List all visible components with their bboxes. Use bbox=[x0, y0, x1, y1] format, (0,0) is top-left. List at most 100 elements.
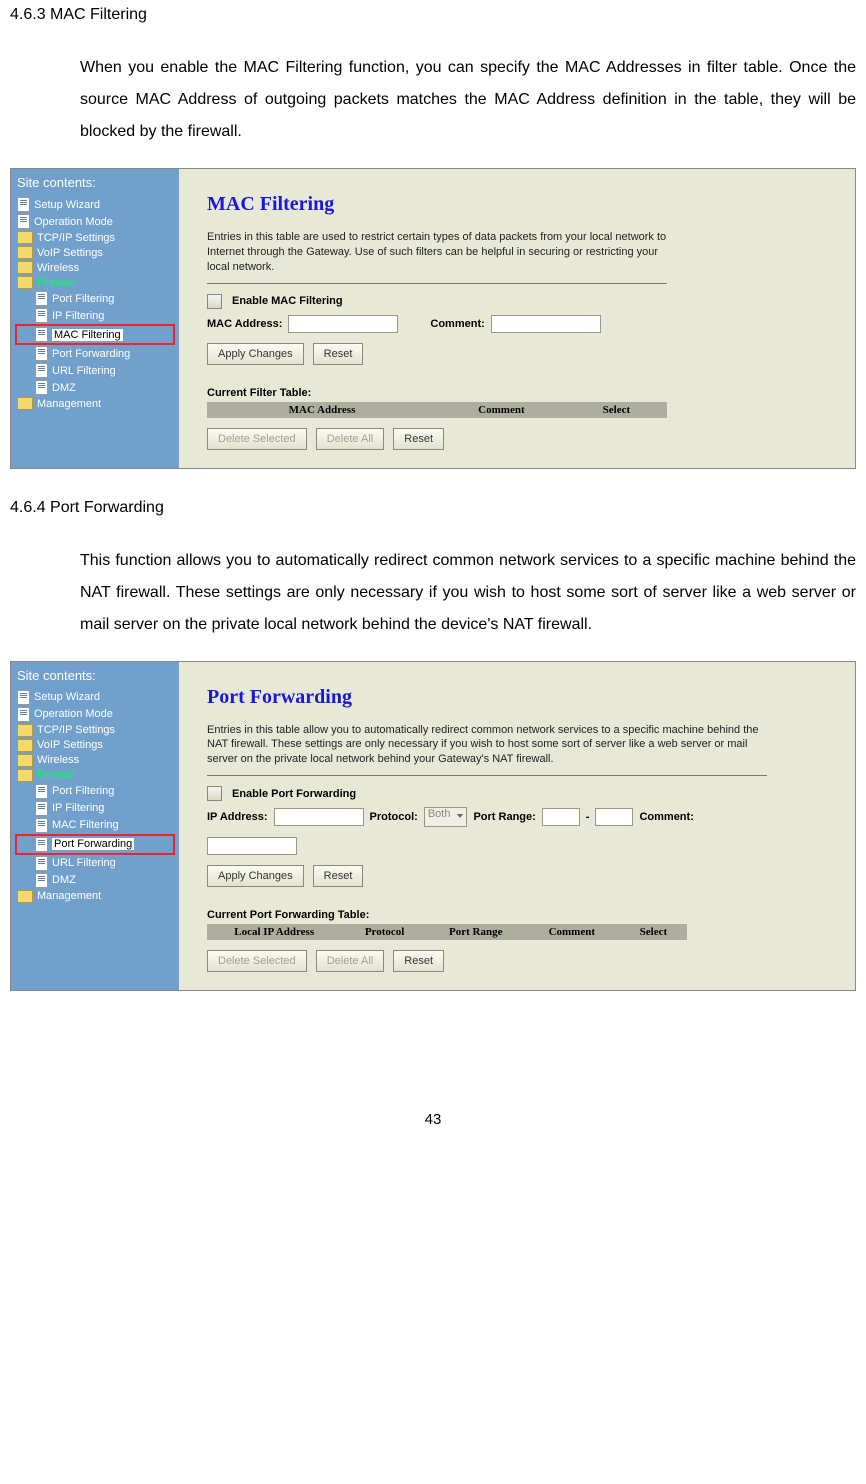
col-mac: MAC Address bbox=[207, 402, 437, 418]
folder-icon bbox=[17, 739, 33, 752]
enable-mac-checkbox[interactable] bbox=[207, 294, 222, 309]
sidebar-item-label: VoIP Settings bbox=[37, 247, 103, 259]
document-icon bbox=[35, 346, 48, 361]
sidebar-item-wireless[interactable]: Wireless bbox=[15, 260, 175, 275]
delete-all-button-pf[interactable]: Delete All bbox=[316, 950, 384, 972]
sidebar-item-port-filtering[interactable]: Port Filtering bbox=[15, 290, 175, 307]
sidebar-item-management[interactable]: Management bbox=[15, 889, 175, 904]
folder-icon bbox=[17, 724, 33, 737]
sidebar-item-tcp-ip-settings[interactable]: TCP/IP Settings bbox=[15, 723, 175, 738]
delete-all-button[interactable]: Delete All bbox=[316, 428, 384, 450]
mac-address-label: MAC Address: bbox=[207, 318, 282, 330]
sidebar-item-label: IP Filtering bbox=[52, 310, 104, 322]
document-icon bbox=[35, 308, 48, 323]
sidebar-item-label: MAC Filtering bbox=[52, 819, 119, 831]
screenshot-mac: Site contents: Setup WizardOperation Mod… bbox=[10, 168, 856, 469]
sidebar-item-mac-filtering[interactable]: MAC Filtering bbox=[15, 817, 175, 834]
document-icon bbox=[35, 380, 48, 395]
sidebar-item-wireless[interactable]: Wireless bbox=[15, 753, 175, 768]
sidebar-item-label: IP Filtering bbox=[52, 802, 104, 814]
filter-table-title: Current Filter Table: bbox=[207, 387, 837, 399]
delete-selected-button-pf[interactable]: Delete Selected bbox=[207, 950, 307, 972]
sidebar-item-setup-wizard[interactable]: Setup Wizard bbox=[15, 689, 175, 706]
document-icon bbox=[35, 291, 48, 306]
range-label: Port Range: bbox=[473, 811, 535, 823]
delete-selected-button[interactable]: Delete Selected bbox=[207, 428, 307, 450]
section-heading-pf: 4.6.4 Port Forwarding bbox=[10, 499, 856, 517]
mac-address-input[interactable] bbox=[288, 315, 398, 333]
range-from-input[interactable] bbox=[542, 808, 580, 826]
sidebar-item-label: Firewall bbox=[37, 277, 75, 289]
pf-page-desc: Entries in this table allow you to autom… bbox=[207, 723, 767, 768]
divider bbox=[207, 283, 667, 284]
col-select-pf: Select bbox=[620, 924, 687, 940]
sidebar-item-ip-filtering[interactable]: IP Filtering bbox=[15, 307, 175, 324]
sidebar-item-port-filtering[interactable]: Port Filtering bbox=[15, 783, 175, 800]
sidebar-item-url-filtering[interactable]: URL Filtering bbox=[15, 362, 175, 379]
sidebar-item-label: TCP/IP Settings bbox=[37, 724, 115, 736]
section-heading-mac: 4.6.3 MAC Filtering bbox=[10, 6, 856, 24]
sidebar-item-label: DMZ bbox=[52, 382, 76, 394]
enable-mac-label: Enable MAC Filtering bbox=[232, 295, 343, 307]
document-icon bbox=[35, 837, 48, 852]
sidebar-item-label: Management bbox=[37, 890, 101, 902]
col-ip: Local IP Address bbox=[207, 924, 341, 940]
document-icon bbox=[35, 818, 48, 833]
comment-label-pf: Comment: bbox=[639, 811, 693, 823]
sidebar-item-dmz[interactable]: DMZ bbox=[15, 379, 175, 396]
sidebar-item-setup-wizard[interactable]: Setup Wizard bbox=[15, 196, 175, 213]
proto-select[interactable]: Both bbox=[424, 807, 468, 827]
sidebar-item-url-filtering[interactable]: URL Filtering bbox=[15, 855, 175, 872]
sidebar-item-mac-filtering[interactable]: MAC Filtering bbox=[17, 326, 173, 343]
reset-button-pf[interactable]: Reset bbox=[313, 865, 364, 887]
comment-input[interactable] bbox=[491, 315, 601, 333]
pf-panel: Port Forwarding Entries in this table al… bbox=[179, 662, 855, 991]
folder-icon bbox=[17, 276, 33, 289]
mac-page-title: MAC Filtering bbox=[207, 193, 837, 216]
mac-panel: MAC Filtering Entries in this table are … bbox=[179, 169, 855, 468]
pf-table: Local IP Address Protocol Port Range Com… bbox=[207, 924, 687, 940]
document-icon bbox=[35, 784, 48, 799]
sidebar-item-label: Setup Wizard bbox=[34, 199, 100, 211]
sidebar-item-voip-settings[interactable]: VoIP Settings bbox=[15, 245, 175, 260]
sidebar-item-tcp-ip-settings[interactable]: TCP/IP Settings bbox=[15, 230, 175, 245]
sidebar-item-label: Wireless bbox=[37, 262, 79, 274]
sidebar-item-ip-filtering[interactable]: IP Filtering bbox=[15, 800, 175, 817]
sidebar-item-firewall[interactable]: Firewall bbox=[15, 768, 175, 783]
reset-table-button-pf[interactable]: Reset bbox=[393, 950, 444, 972]
sidebar-item-port-forwarding[interactable]: Port Forwarding bbox=[15, 345, 175, 362]
sidebar-item-voip-settings[interactable]: VoIP Settings bbox=[15, 738, 175, 753]
sidebar-item-label: Operation Mode bbox=[34, 216, 113, 228]
pf-page-title: Port Forwarding bbox=[207, 686, 837, 709]
sidebar-item-dmz[interactable]: DMZ bbox=[15, 872, 175, 889]
sidebar-item-port-forwarding[interactable]: Port Forwarding bbox=[17, 836, 173, 853]
sidebar-item-label: DMZ bbox=[52, 874, 76, 886]
sidebar-item-operation-mode[interactable]: Operation Mode bbox=[15, 706, 175, 723]
sidebar-item-label: Management bbox=[37, 398, 101, 410]
folder-icon bbox=[17, 890, 33, 903]
sidebar-item-label: Port Filtering bbox=[52, 785, 114, 797]
sidebar-item-firewall[interactable]: Firewall bbox=[15, 275, 175, 290]
screenshot-pf: Site contents: Setup WizardOperation Mod… bbox=[10, 661, 856, 992]
range-to-input[interactable] bbox=[595, 808, 633, 826]
document-icon bbox=[17, 707, 30, 722]
apply-changes-button[interactable]: Apply Changes bbox=[207, 343, 304, 365]
comment-label: Comment: bbox=[430, 318, 484, 330]
sidebar-item-management[interactable]: Management bbox=[15, 396, 175, 411]
enable-pf-label: Enable Port Forwarding bbox=[232, 788, 356, 800]
reset-button[interactable]: Reset bbox=[313, 343, 364, 365]
sidebar-item-operation-mode[interactable]: Operation Mode bbox=[15, 213, 175, 230]
apply-changes-button-pf[interactable]: Apply Changes bbox=[207, 865, 304, 887]
document-icon bbox=[35, 363, 48, 378]
enable-pf-checkbox[interactable] bbox=[207, 786, 222, 801]
col-proto: Protocol bbox=[341, 924, 427, 940]
range-dash: - bbox=[586, 811, 590, 823]
document-icon bbox=[35, 856, 48, 871]
ip-label: IP Address: bbox=[207, 811, 268, 823]
col-select: Select bbox=[566, 402, 667, 418]
ip-input[interactable] bbox=[274, 808, 364, 826]
divider-pf bbox=[207, 775, 767, 776]
document-icon bbox=[17, 214, 30, 229]
comment-input-pf[interactable] bbox=[207, 837, 297, 855]
reset-table-button[interactable]: Reset bbox=[393, 428, 444, 450]
